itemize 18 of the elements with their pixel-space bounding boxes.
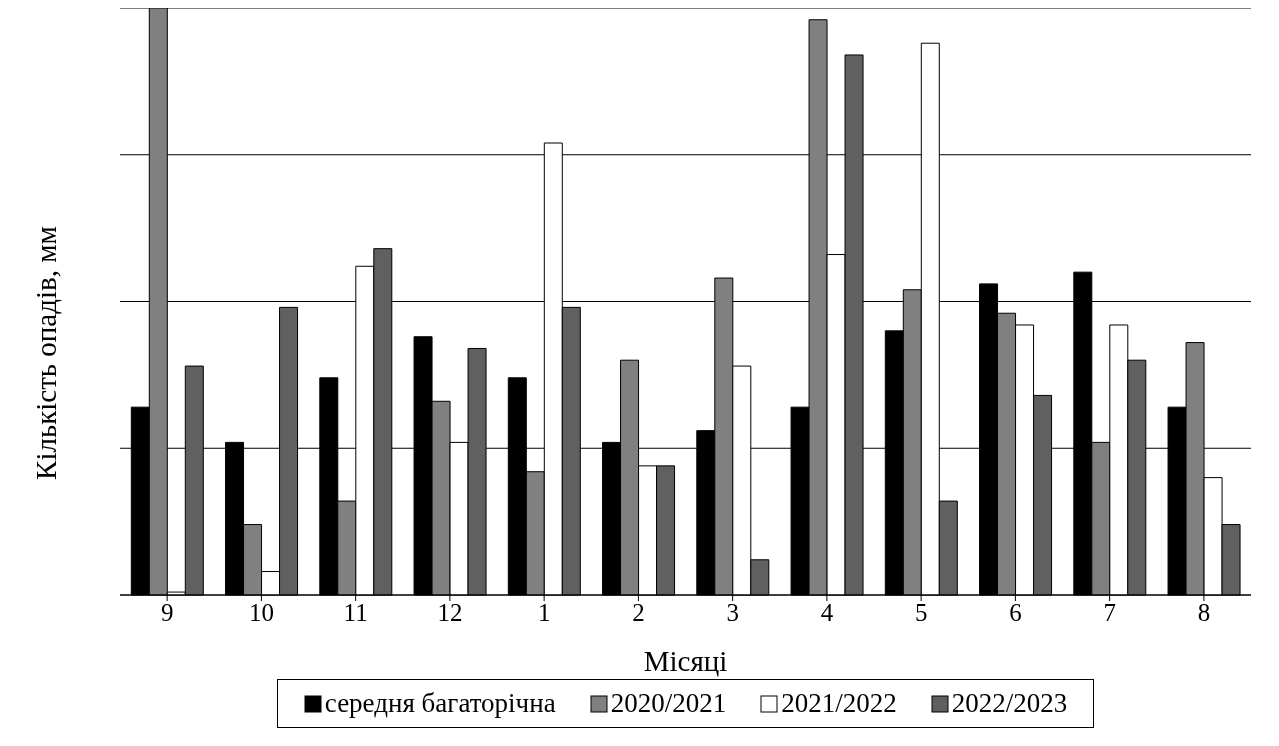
legend-label: 2020/2021 [610,688,727,719]
legend-label: 2022/2023 [951,688,1068,719]
x-axis-title: Місяці [643,645,728,677]
x-tick-label: 10 [248,598,274,626]
x-tick-label: 11 [343,598,368,626]
x-tick-label: 7 [1103,598,1116,626]
legend-label: середня багаторічна [324,688,556,719]
legend-label: 2021/2022 [781,688,897,719]
y-axis-title: Кількість опадів, мм [29,226,63,480]
x-tick-label: 6 [1009,598,1022,626]
x-tick-label: 4 [820,598,834,626]
x-tick-label: 8 [1197,598,1211,626]
x-tick-label: 12 [437,598,463,626]
x-tick-label: 2 [632,598,645,626]
x-tick-label: 9 [160,598,174,626]
x-tick-label: 1 [537,598,551,626]
x-tick-label: 5 [914,598,928,626]
x-tick-label: 3 [726,598,739,626]
